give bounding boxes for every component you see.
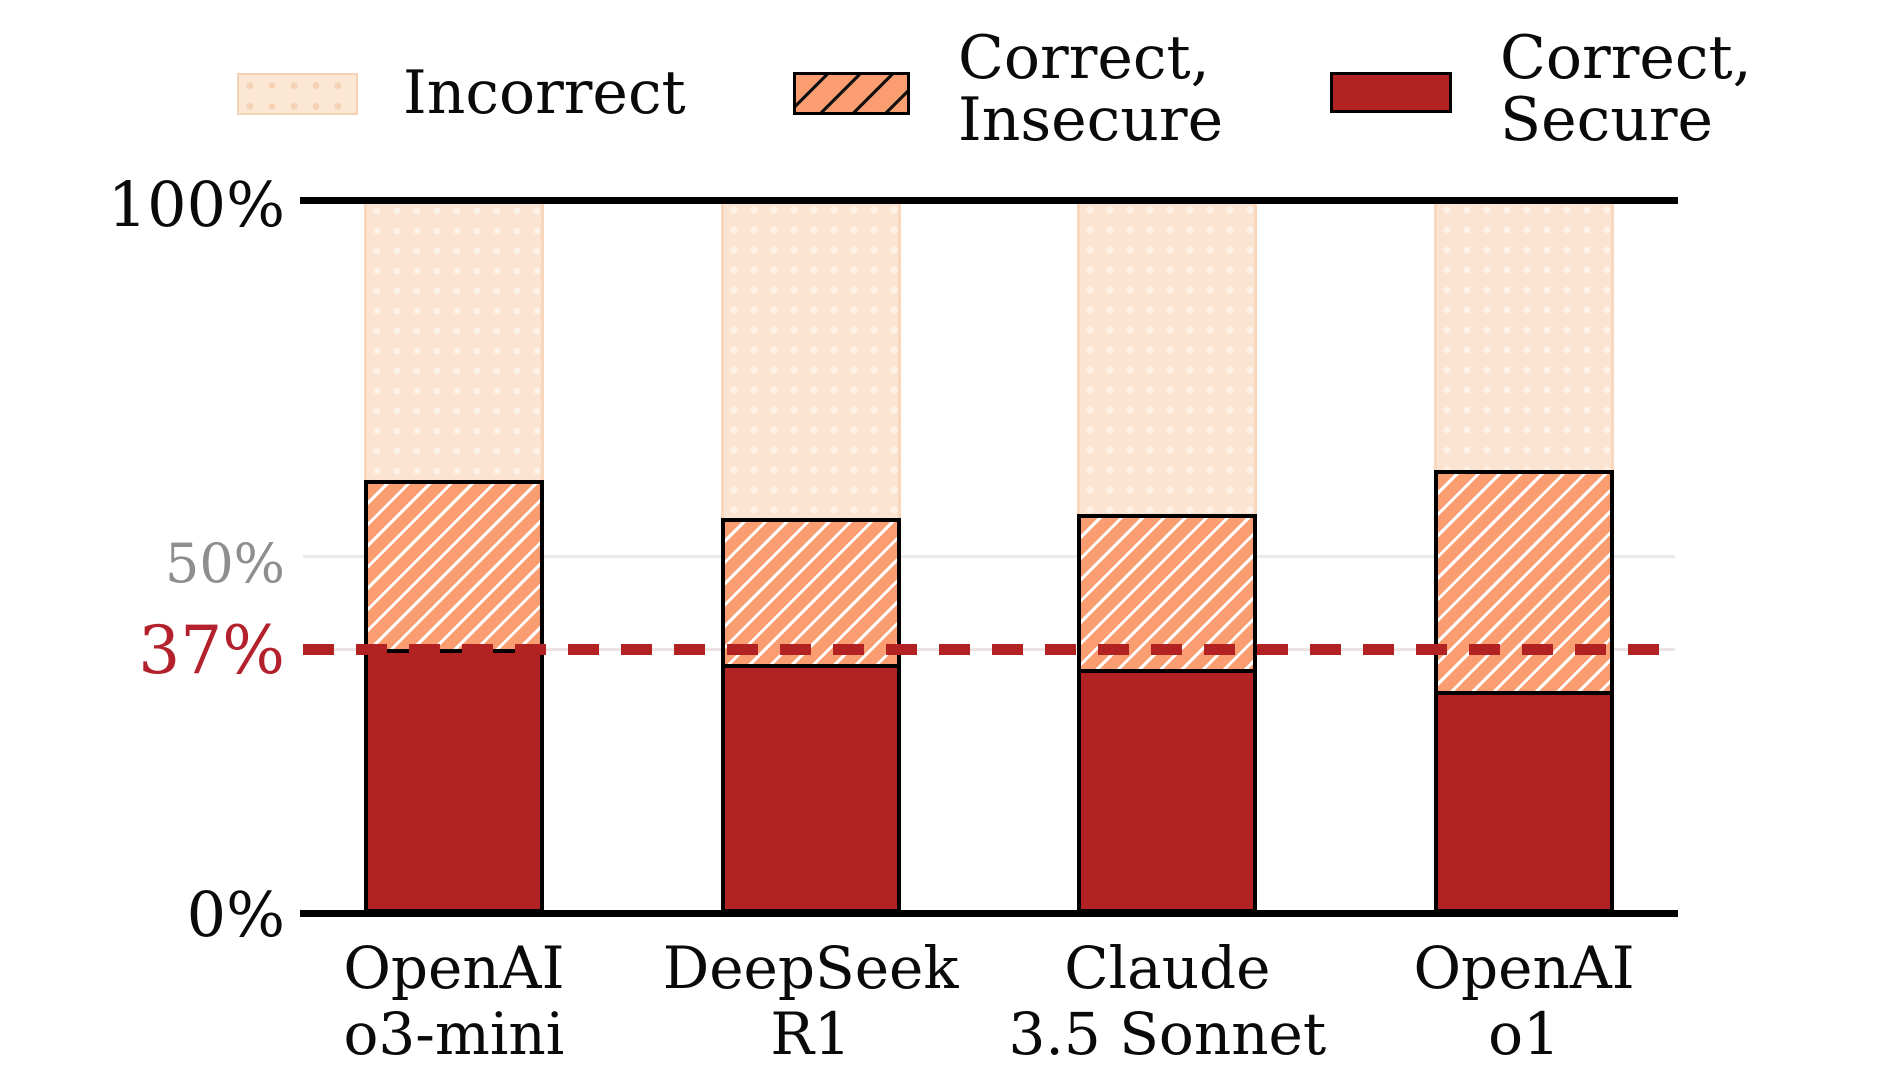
- bar-segment-incorrect: [720, 200, 901, 518]
- x-tick-label-line: OpenAI: [343, 934, 565, 1002]
- legend-label-line: Secure: [1500, 85, 1714, 155]
- x-tick-label-line: 3.5 Sonnet: [1008, 1000, 1327, 1068]
- bar-segment-correct-insecure: [363, 480, 544, 653]
- legend-label-correct-secure: Correct, Secure: [1500, 27, 1752, 151]
- x-tick-label-line: R1: [770, 1000, 851, 1068]
- plot-area: [303, 200, 1675, 913]
- x-tick-label-openai-o3-mini: OpenAI o3-mini: [234, 935, 674, 1067]
- axis-line-bottom: [300, 910, 1678, 917]
- gridline-50-percent: [303, 555, 1675, 558]
- bar-segment-incorrect: [1077, 200, 1258, 514]
- legend-swatch-incorrect-icon: [237, 73, 358, 115]
- legend-label-correct-insecure: Correct, Insecure: [958, 27, 1223, 151]
- x-tick-label-line: Claude: [1064, 934, 1271, 1002]
- x-tick-label-claude-3-5-sonnet: Claude 3.5 Sonnet: [947, 935, 1387, 1067]
- legend-label-line: Insecure: [958, 85, 1224, 155]
- bar-segment-incorrect: [1434, 200, 1615, 470]
- legend-label-incorrect: Incorrect: [403, 62, 686, 124]
- bar-claude-3-5-sonnet: [1077, 200, 1258, 913]
- axis-line-top: [300, 197, 1678, 204]
- x-tick-label-line: DeepSeek: [662, 934, 959, 1002]
- bar-openai-o1: [1434, 200, 1615, 913]
- bar-segment-incorrect: [363, 201, 544, 480]
- bar-segment-correct-secure: [1434, 695, 1615, 913]
- bar-segment-correct-secure: [720, 668, 901, 913]
- x-tick-label-openai-o1: OpenAI o1: [1304, 935, 1744, 1067]
- bar-segment-correct-insecure: [720, 518, 901, 668]
- y-tick-label-100: 100%: [107, 168, 285, 241]
- legend-label-line: Correct,: [1500, 23, 1752, 93]
- bar-openai-o3-mini: [363, 200, 544, 913]
- x-tick-label-line: o1: [1488, 1000, 1560, 1068]
- y-tick-label-37-reference: 37%: [138, 612, 285, 689]
- legend-swatch-correct-secure-icon: [1330, 72, 1452, 113]
- legend-label-line: Correct,: [958, 23, 1210, 93]
- legend-swatch-correct-insecure-icon: [793, 72, 910, 115]
- bar-segment-correct-secure: [363, 653, 544, 913]
- y-tick-label-0: 0%: [186, 878, 285, 951]
- x-tick-label-line: OpenAI: [1413, 934, 1635, 1002]
- reference-line-37-percent: [303, 644, 1675, 655]
- x-tick-label-deepseek-r1: DeepSeek R1: [591, 935, 1031, 1067]
- x-tick-label-line: o3-mini: [343, 1000, 565, 1068]
- bar-segment-correct-secure: [1077, 673, 1258, 913]
- bar-segment-correct-insecure: [1434, 470, 1615, 695]
- y-tick-label-50: 50%: [164, 532, 285, 595]
- bar-deepseek-r1: [720, 200, 901, 913]
- legend-label-line: Incorrect: [403, 58, 686, 128]
